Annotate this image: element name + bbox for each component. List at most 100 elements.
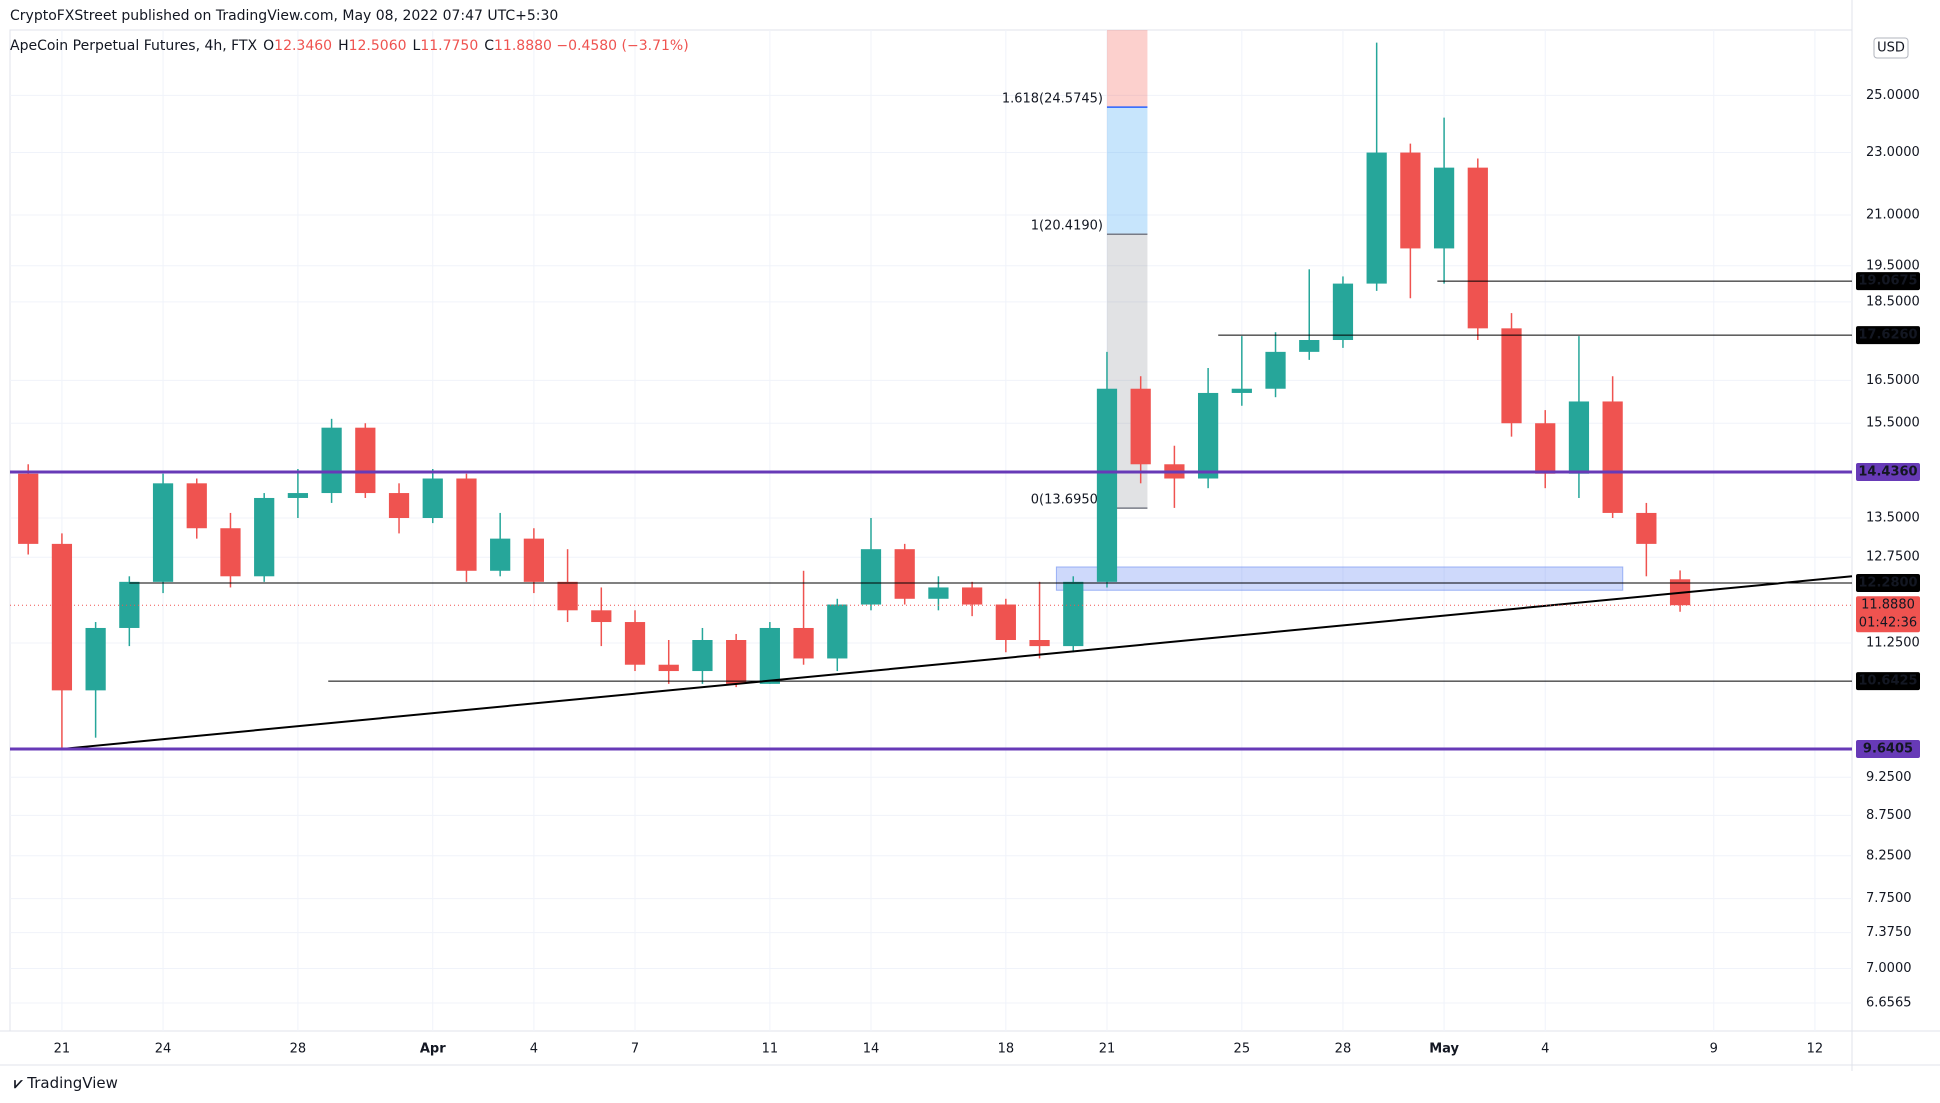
- ohlc-key: C: [484, 38, 495, 54]
- candle-body: [1602, 401, 1623, 513]
- x-tick-label: 7: [631, 1042, 639, 1057]
- candle-body: [85, 627, 106, 691]
- candle-body: [894, 549, 915, 599]
- y-tick-label: 9.2500: [1866, 770, 1912, 785]
- x-tick-label: 18: [998, 1042, 1015, 1057]
- ohlc-key: L: [412, 38, 421, 54]
- fib-label: 0(13.6950): [1031, 493, 1103, 508]
- candle-body: [1501, 328, 1522, 424]
- y-tick-label: 7.0000: [1866, 961, 1912, 976]
- candle-body: [152, 483, 174, 582]
- y-tick-label: 7.3750: [1866, 925, 1912, 940]
- trendline: [61, 575, 1853, 750]
- y-tick-label: 8.7500: [1866, 808, 1912, 823]
- y-tick-label: 16.5000: [1866, 373, 1920, 388]
- level-tag: [1856, 573, 1920, 592]
- level-label: 14.4360: [1858, 465, 1917, 480]
- x-tick-label: 28: [290, 1042, 307, 1057]
- x-tick-label: 28: [1335, 1042, 1352, 1057]
- level-tag: [1856, 272, 1920, 291]
- x-tick-label: 4: [1541, 1042, 1549, 1057]
- y-tick-label: 7.7500: [1866, 891, 1912, 906]
- candle-body: [1568, 401, 1590, 474]
- y-tick-label: 18.5000: [1866, 294, 1920, 309]
- candle-body: [456, 478, 477, 571]
- fib-zone: [1106, 107, 1148, 235]
- candle-body: [1467, 167, 1488, 329]
- level-label: 19.0675: [1858, 274, 1917, 289]
- candle-body: [119, 581, 140, 628]
- candle-body: [658, 664, 679, 672]
- candle-body: [726, 640, 747, 684]
- candle-body: [827, 604, 848, 659]
- y-tick-label: 11.2500: [1866, 636, 1920, 651]
- candle-body: [995, 604, 1016, 641]
- candle-body: [1636, 512, 1657, 544]
- candle-body: [557, 581, 578, 611]
- candle-body: [287, 493, 309, 498]
- level-label: 9.6405: [1863, 741, 1913, 756]
- candle-body: [1197, 392, 1219, 479]
- candle-body: [591, 610, 612, 623]
- candle-body: [1433, 167, 1455, 249]
- y-tick-label: 23.0000: [1866, 145, 1920, 160]
- ohlc-value: 11.7750: [420, 38, 479, 54]
- candle-body: [523, 538, 544, 582]
- ohlc-value: 12.3460: [274, 38, 333, 54]
- brand: TradingView: [27, 1074, 118, 1092]
- x-tick-label: 21: [1099, 1042, 1116, 1057]
- symbol: ApeCoin Perpetual Futures, 4h, FTX: [10, 38, 258, 54]
- x-tick-label: 12: [1807, 1042, 1824, 1057]
- level-label: 10.6425: [1858, 674, 1917, 689]
- change: −0.4580 (−3.71%): [556, 38, 689, 54]
- candle-body: [51, 543, 73, 691]
- symbol-line: ApeCoin Perpetual Futures, 4h, FTX O12.34…: [10, 38, 689, 54]
- x-tick-label: 25: [1234, 1042, 1251, 1057]
- ohlc-value: 11.8880: [494, 38, 552, 54]
- candle-body: [692, 640, 713, 672]
- candle-body: [186, 483, 207, 529]
- candle-body: [1096, 388, 1118, 582]
- candle-body: [422, 478, 443, 518]
- y-tick-label: 21.0000: [1866, 207, 1920, 222]
- level-tag: [1856, 463, 1920, 482]
- candle-body: [1063, 581, 1084, 647]
- level-tag: [1856, 739, 1920, 758]
- x-tick-label: 24: [155, 1042, 172, 1057]
- currency-box: [1873, 37, 1909, 59]
- candle-body: [18, 473, 39, 544]
- y-tick-label: 8.2500: [1866, 848, 1912, 863]
- plot-area: [9, 29, 1853, 1032]
- candle-body: [793, 627, 814, 659]
- candle-body: [1535, 423, 1556, 474]
- y-tick-label: 19.5000: [1866, 258, 1920, 273]
- x-tick-label: May: [1429, 1042, 1459, 1057]
- candle-body: [490, 538, 511, 571]
- candle-body: [321, 427, 342, 494]
- y-tick-label: 25.0000: [1866, 88, 1920, 103]
- candle-body: [928, 587, 949, 599]
- ohlc: O12.3460 H12.5060 L11.7750 C11.8880: [257, 38, 552, 54]
- footer-brand: ⩗ TradingView: [14, 1074, 118, 1092]
- publisher: CryptoFXStreet published on TradingView.…: [10, 8, 559, 24]
- level-tag: [1856, 672, 1920, 691]
- candle-body: [759, 627, 780, 684]
- candle-body: [860, 549, 882, 605]
- ohlc-key: O: [263, 38, 275, 54]
- candle-body: [1332, 283, 1354, 341]
- candle-body: [388, 493, 410, 518]
- countdown: 01:42:36: [1859, 616, 1917, 631]
- y-tick-label: 12.7500: [1866, 550, 1920, 565]
- fib-label: 1.618(24.5745): [1002, 92, 1103, 107]
- candle-body: [1265, 351, 1286, 389]
- x-tick-label: 21: [54, 1042, 71, 1057]
- candle-body: [624, 622, 646, 665]
- candle-body: [1299, 340, 1320, 352]
- x-tick-label: 4: [530, 1042, 538, 1057]
- candle-body: [254, 497, 275, 577]
- candle-body: [355, 427, 376, 494]
- support-zone: [1055, 566, 1624, 591]
- x-tick-label: Apr: [420, 1042, 446, 1057]
- level-label: 17.6260: [1858, 328, 1917, 343]
